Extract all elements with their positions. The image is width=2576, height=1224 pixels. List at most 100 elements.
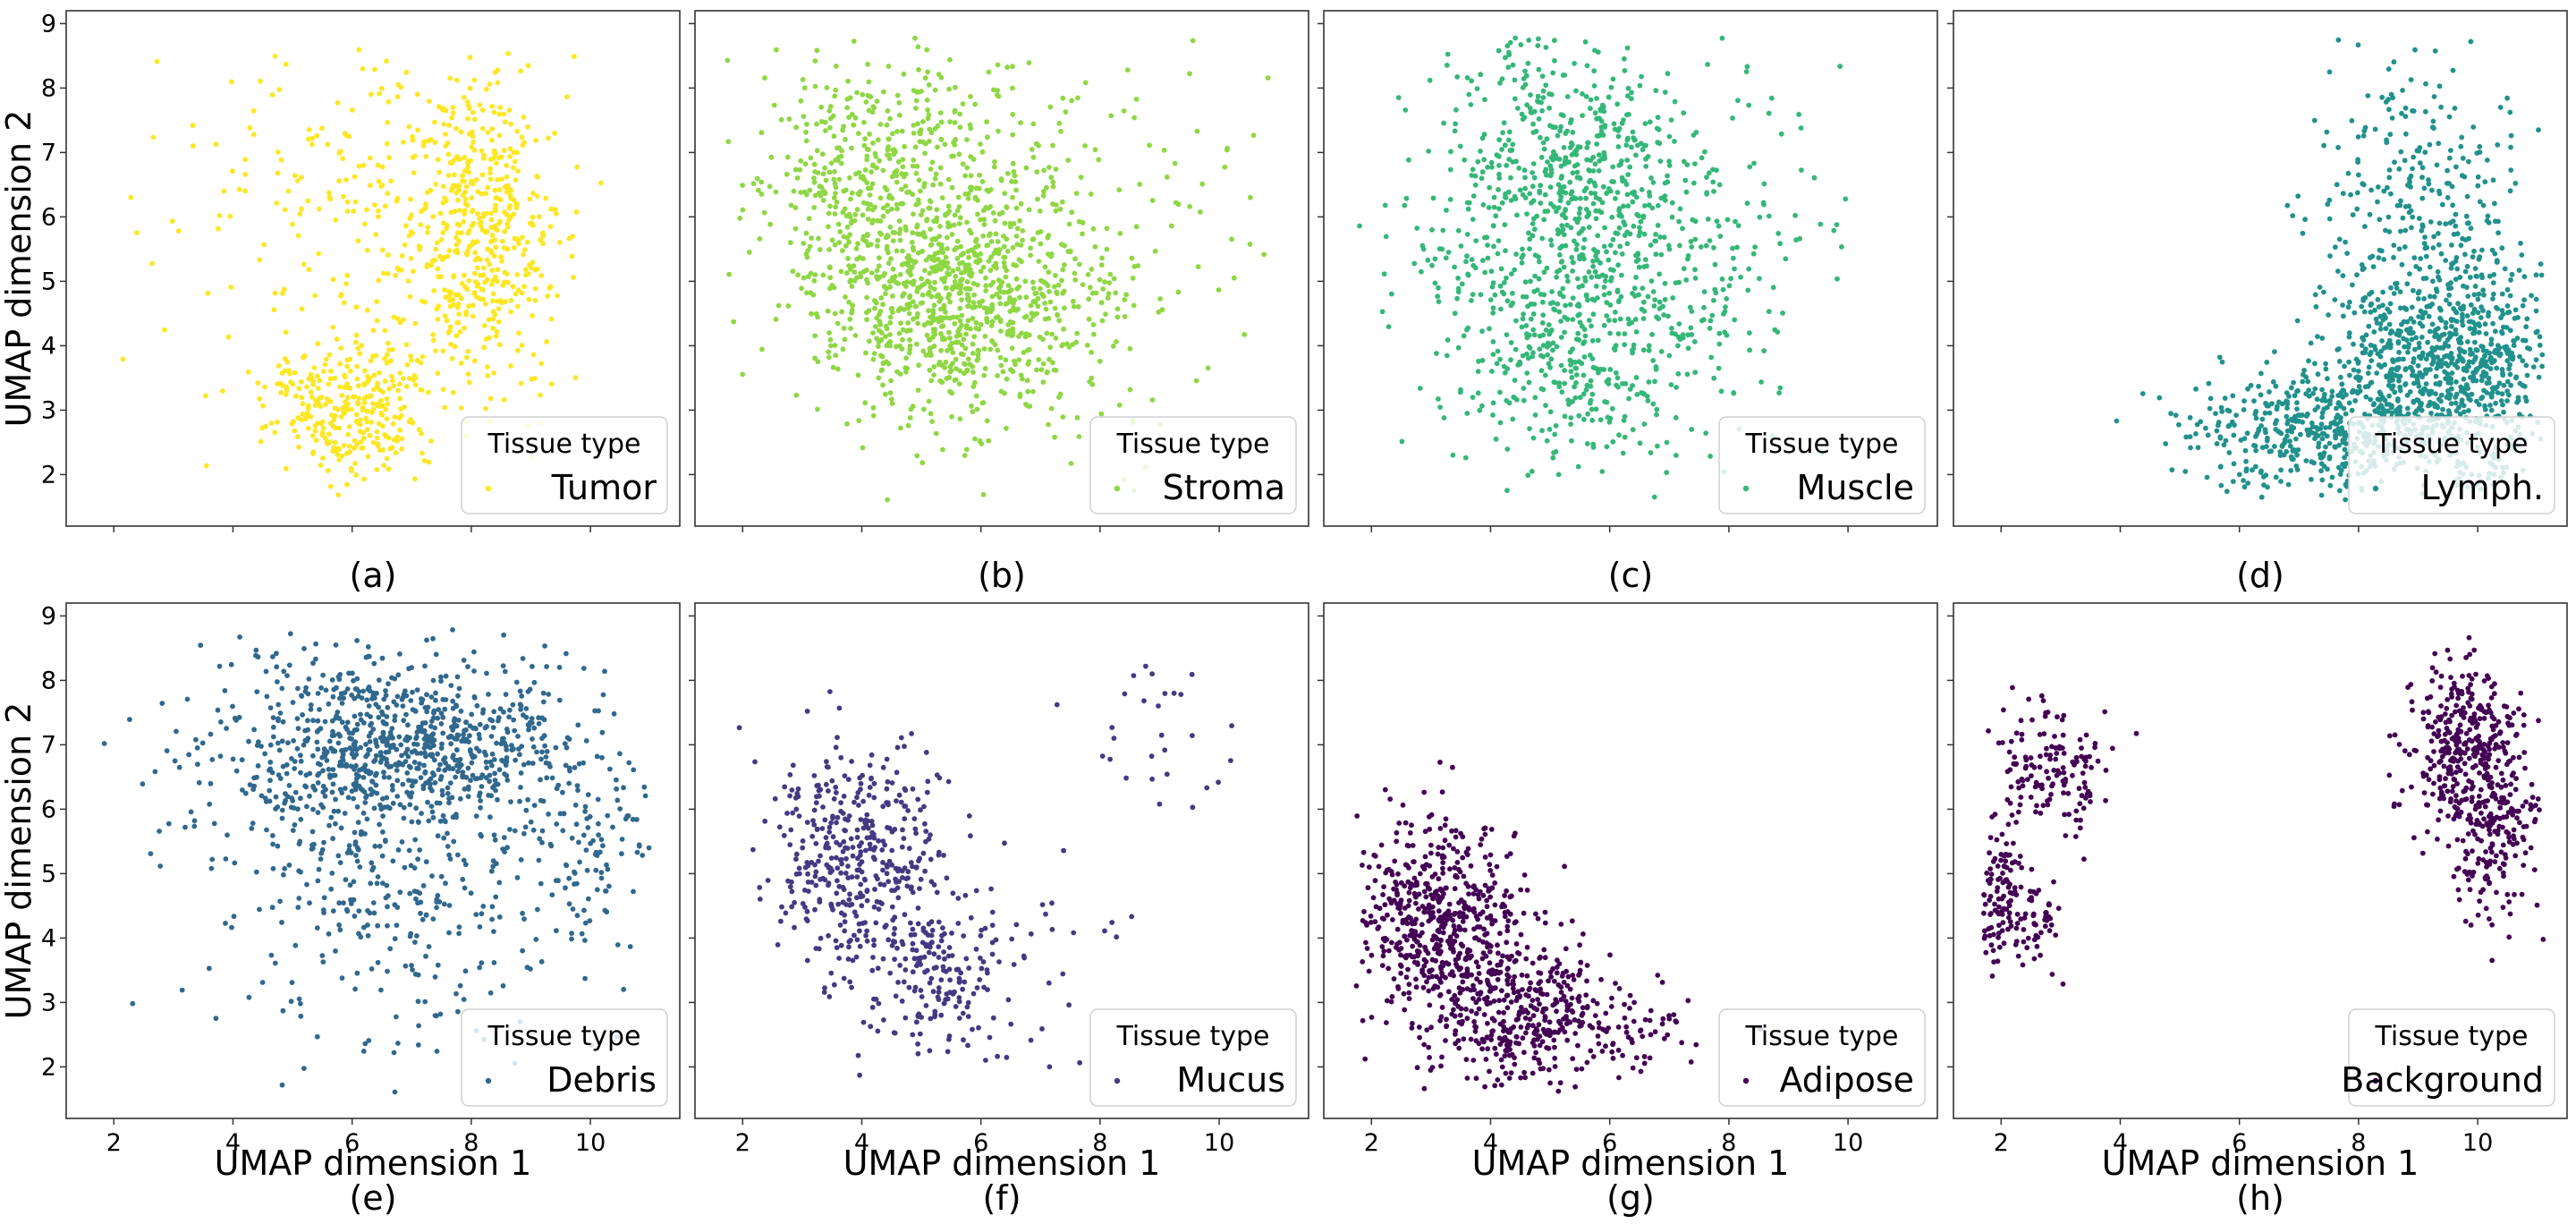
- data-point: [1597, 417, 1604, 423]
- data-point: [952, 109, 958, 115]
- data-point: [1676, 218, 1682, 225]
- data-point: [2360, 132, 2367, 139]
- data-point: [1607, 242, 1614, 249]
- data-point: [988, 239, 995, 244]
- data-point: [433, 182, 438, 187]
- data-point: [1564, 317, 1571, 322]
- data-point: [548, 381, 555, 387]
- data-point: [823, 128, 828, 134]
- data-point: [2434, 162, 2440, 168]
- data-point: [2430, 118, 2436, 124]
- y-tick-label: 2: [41, 461, 56, 489]
- data-point: [2423, 81, 2428, 87]
- data-point: [1639, 73, 1644, 80]
- data-point: [894, 167, 900, 174]
- data-point: [972, 194, 979, 200]
- data-point: [829, 237, 835, 243]
- data-point: [2140, 391, 2146, 396]
- data-point: [410, 230, 415, 236]
- data-point: [998, 177, 1004, 183]
- data-point: [2312, 407, 2318, 412]
- data-point: [1655, 223, 1661, 228]
- data-point: [844, 421, 850, 427]
- data-point: [485, 246, 490, 252]
- data-point: [2425, 339, 2431, 345]
- data-point: [1425, 257, 1431, 263]
- data-point: [346, 424, 352, 429]
- data-point: [384, 140, 390, 147]
- data-point: [1048, 174, 1055, 181]
- data-point: [128, 194, 134, 200]
- data-point: [944, 315, 949, 320]
- data-point: [382, 355, 387, 361]
- data-point: [382, 431, 387, 438]
- data-point: [2496, 380, 2503, 387]
- data-point: [1524, 351, 1530, 357]
- data-point: [329, 412, 335, 418]
- data-point: [379, 85, 385, 91]
- data-point: [1593, 216, 1599, 222]
- data-point: [1568, 191, 1574, 197]
- data-point: [985, 242, 991, 248]
- data-point: [924, 47, 930, 53]
- data-point: [245, 370, 251, 375]
- data-point: [1538, 134, 1543, 140]
- data-point: [832, 242, 838, 248]
- data-point: [2468, 225, 2474, 232]
- data-point: [1452, 264, 1457, 270]
- data-point: [2402, 105, 2409, 111]
- data-point: [1554, 274, 1559, 280]
- data-point: [2445, 362, 2451, 369]
- data-point: [903, 284, 909, 289]
- data-point: [501, 111, 507, 117]
- data-point: [885, 147, 891, 153]
- data-point: [2396, 166, 2402, 172]
- data-point: [1472, 173, 1479, 179]
- data-point: [501, 148, 507, 154]
- data-point: [784, 154, 791, 160]
- data-point: [2231, 461, 2237, 467]
- data-point: [1672, 139, 1677, 144]
- data-point: [286, 368, 292, 373]
- data-point: [1072, 276, 1079, 283]
- data-point: [1699, 155, 1705, 161]
- data-point: [247, 124, 253, 131]
- data-point: [1562, 380, 1567, 387]
- data-point: [2475, 183, 2481, 189]
- data-point: [2326, 216, 2333, 222]
- data-point: [317, 206, 322, 212]
- data-point: [2446, 114, 2453, 120]
- data-point: [2408, 77, 2414, 82]
- data-point: [534, 174, 539, 179]
- data-point: [1133, 97, 1140, 102]
- data-point: [996, 294, 1003, 301]
- data-point: [2333, 244, 2338, 251]
- data-point: [1610, 438, 1616, 445]
- data-point: [408, 353, 413, 359]
- data-point: [896, 231, 902, 236]
- data-point: [1675, 334, 1682, 340]
- data-point: [2294, 467, 2301, 472]
- data-point: [2431, 125, 2436, 132]
- data-point: [826, 224, 831, 230]
- data-point: [1053, 166, 1059, 173]
- data-point: [1751, 160, 1757, 166]
- data-point: [278, 157, 284, 163]
- data-point: [827, 203, 833, 209]
- data-point: [1646, 347, 1652, 353]
- data-point: [2410, 166, 2416, 172]
- data-point: [966, 254, 971, 260]
- data-point: [1595, 249, 1601, 255]
- data-point: [827, 104, 834, 109]
- data-point: [2337, 488, 2343, 494]
- data-point: [1536, 66, 1542, 72]
- data-point: [935, 144, 940, 150]
- data-point: [371, 387, 377, 393]
- data-point: [986, 69, 992, 75]
- data-point: [2419, 227, 2425, 234]
- data-point: [2473, 354, 2479, 360]
- data-point: [371, 372, 377, 378]
- data-point: [1746, 266, 1752, 272]
- data-point: [320, 455, 326, 461]
